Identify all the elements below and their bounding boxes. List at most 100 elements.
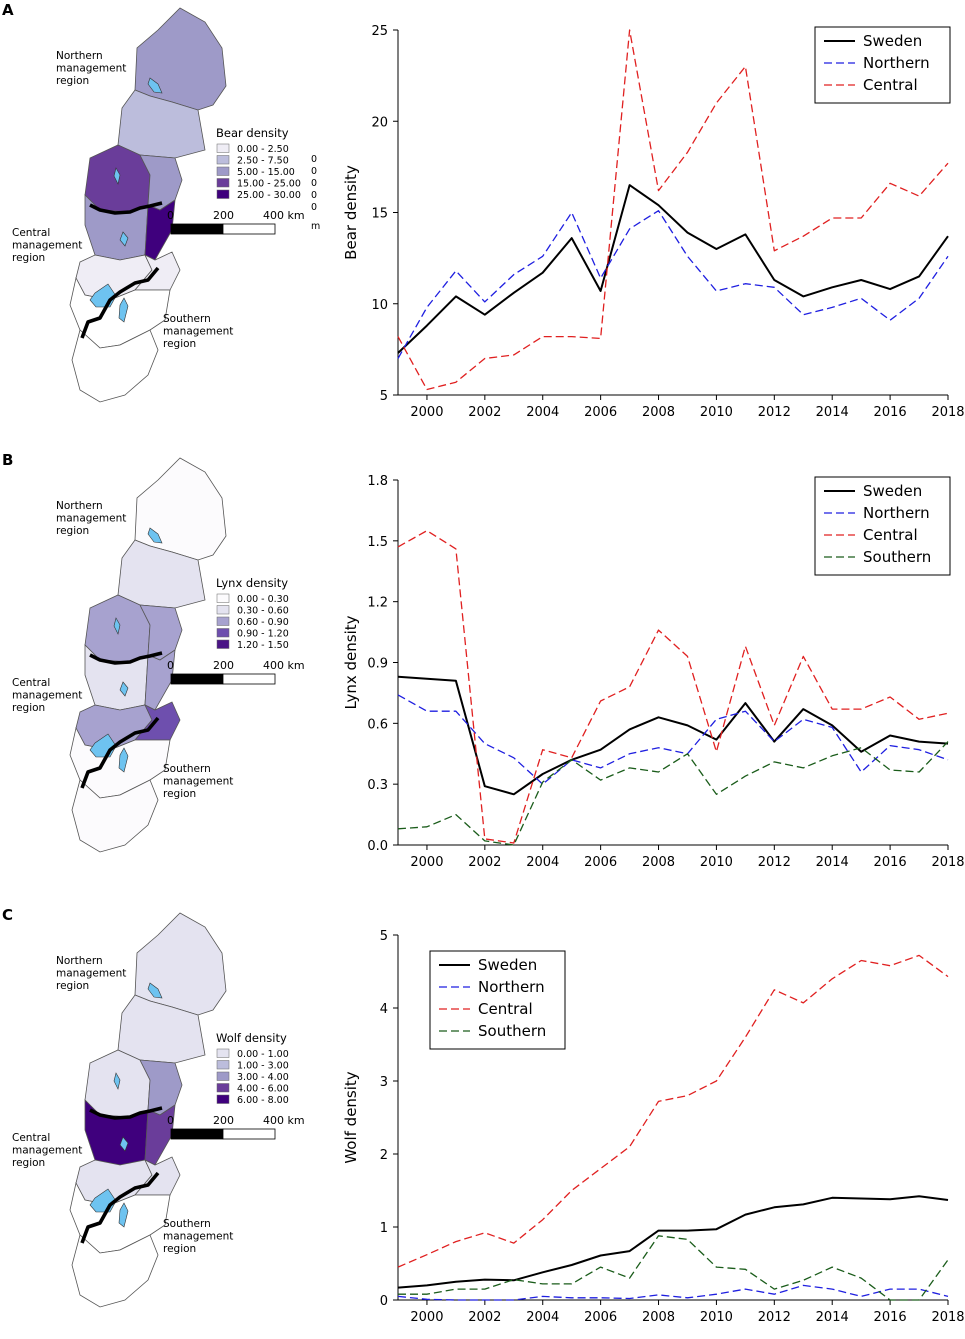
central-region-label-line-3: region <box>12 702 45 714</box>
y-tick-label-4: 1.2 <box>367 596 388 611</box>
y-tick-label-1: 10 <box>371 298 388 313</box>
legend-stray-zero-4: 0 <box>311 190 317 201</box>
map-region-2 <box>117 89 206 159</box>
map-legend-title: Lynx density <box>216 576 288 590</box>
scale-bar-white <box>222 223 276 235</box>
map-legend-swatch-4 <box>216 1083 230 1093</box>
scale-label-0: 0 <box>167 1114 174 1127</box>
x-tick-label-2000: 2000 <box>410 405 443 420</box>
map-legend-swatch-3 <box>216 1071 230 1081</box>
series-line-sweden <box>397 675 949 796</box>
map-legend-label-1: 0.00 - 0.30 <box>237 594 289 605</box>
northern-region-label-line-2: management <box>56 513 126 525</box>
management-boundary-2 <box>80 716 160 789</box>
map-legend-swatch-2 <box>216 155 230 165</box>
legend-label-central: Central <box>478 1000 533 1018</box>
legend-label-sweden: Sweden <box>863 482 922 500</box>
scale-label-200: 200 <box>213 1114 234 1127</box>
panel-a: NorthernmanagementregionCentralmanagemen… <box>2 1 965 420</box>
series-line-central <box>397 954 949 1268</box>
sweden-map <box>69 457 227 853</box>
x-tick-label-2014: 2014 <box>816 1310 849 1325</box>
map-lake-3 <box>119 1136 129 1152</box>
y-tick-label-1: 0.3 <box>367 778 388 793</box>
chart-legend: Sweden Northern Central Southern <box>429 950 566 1050</box>
sweden-map <box>69 7 227 403</box>
scale-bar-black <box>170 1128 224 1140</box>
panel-letter: B <box>2 451 13 469</box>
scale-label-200: 200 <box>213 659 234 672</box>
x-tick-label-2002: 2002 <box>468 405 501 420</box>
scale-label-400: 400 km <box>263 1114 305 1127</box>
management-boundary-1 <box>89 651 163 665</box>
x-tick-label-2004: 2004 <box>526 855 559 870</box>
northern-region-label-line-1: Northern <box>56 500 103 512</box>
scale-bar-black <box>170 673 224 685</box>
y-tick-label-5: 1.5 <box>367 535 388 550</box>
series-line-central <box>397 530 949 844</box>
map-legend-swatch-2 <box>216 1060 230 1070</box>
x-tick-label-2010: 2010 <box>700 405 733 420</box>
northern-region-label-line-2: management <box>56 968 126 980</box>
x-tick-label-2008: 2008 <box>642 405 675 420</box>
map-legend-label-4: 0.90 - 1.20 <box>237 629 289 640</box>
southern-region-label-line-1: Southern <box>163 763 211 775</box>
southern-region-label-line-3: region <box>163 1243 196 1255</box>
x-tick-label-2016: 2016 <box>874 1310 907 1325</box>
series-line-sweden <box>397 184 949 354</box>
map-legend-swatch-4 <box>216 628 230 638</box>
southern-region-label-line-1: Southern <box>163 313 211 325</box>
legend-label-northern: Northern <box>863 504 930 522</box>
x-tick-label-2018: 2018 <box>931 855 964 870</box>
x-tick-label-2012: 2012 <box>758 405 791 420</box>
southern-region-label-line-2: management <box>163 326 233 338</box>
map-legend-label-2: 2.50 - 7.50 <box>237 156 289 167</box>
map-legend-label-5: 6.00 - 8.00 <box>237 1095 289 1106</box>
scale-label-200: 200 <box>213 209 234 222</box>
management-boundary-1 <box>89 201 163 215</box>
northern-region-label-line-1: Northern <box>56 50 103 62</box>
map-region-1 <box>134 7 227 111</box>
legend-label-northern: Northern <box>478 978 545 996</box>
legend-label-southern: Southern <box>863 548 931 566</box>
legend-stray-zero-2: 0 <box>311 166 317 177</box>
panel-b: NorthernmanagementregionCentralmanagemen… <box>2 451 965 870</box>
y-tick-label-0: 0.0 <box>367 839 388 854</box>
scale-label-0: 0 <box>167 659 174 672</box>
map-legend-swatch-1 <box>216 593 230 603</box>
map-legend-swatch-5 <box>216 189 230 199</box>
central-region-label-line-1: Central <box>12 227 50 239</box>
y-tick-label-0: 0 <box>380 1294 388 1309</box>
y-tick-label-2: 15 <box>371 207 388 222</box>
y-tick-label-4: 25 <box>371 24 388 39</box>
southern-region-label-line-2: management <box>163 1231 233 1243</box>
map-legend-label-3: 0.60 - 0.90 <box>237 617 289 628</box>
y-tick-label-3: 0.9 <box>367 657 388 672</box>
map-legend-label-4: 15.00 - 25.00 <box>237 179 301 190</box>
chart-legend: Sweden Northern Central <box>814 26 951 104</box>
central-region-label-line-1: Central <box>12 1132 50 1144</box>
scale-bar-white <box>222 1128 276 1140</box>
y-tick-label-3: 3 <box>380 1075 388 1090</box>
x-tick-label-2004: 2004 <box>526 1310 559 1325</box>
map-legend-label-4: 4.00 - 6.00 <box>237 1084 289 1095</box>
panel-c: NorthernmanagementregionCentralmanagemen… <box>2 906 965 1325</box>
northern-region-label-line-2: management <box>56 63 126 75</box>
panel-letter: A <box>2 1 14 19</box>
x-tick-label-2012: 2012 <box>758 855 791 870</box>
x-tick-label-2000: 2000 <box>410 855 443 870</box>
legend-label-sweden: Sweden <box>863 32 922 50</box>
y-tick-label-2: 2 <box>380 1148 388 1163</box>
y-axis-label: Lynx density <box>342 615 360 709</box>
map-legend-label-3: 3.00 - 4.00 <box>237 1072 289 1083</box>
map-lake-2 <box>113 1072 121 1090</box>
x-tick-label-2010: 2010 <box>700 855 733 870</box>
legend-box <box>814 476 951 576</box>
map-lake-5 <box>118 747 129 773</box>
map-legend-swatch-2 <box>216 605 230 615</box>
map-lake-3 <box>119 681 129 697</box>
map-region-10 <box>71 329 159 403</box>
southern-region-label-line-1: Southern <box>163 1218 211 1230</box>
legend-stray-zero-5: 0 <box>311 202 317 213</box>
